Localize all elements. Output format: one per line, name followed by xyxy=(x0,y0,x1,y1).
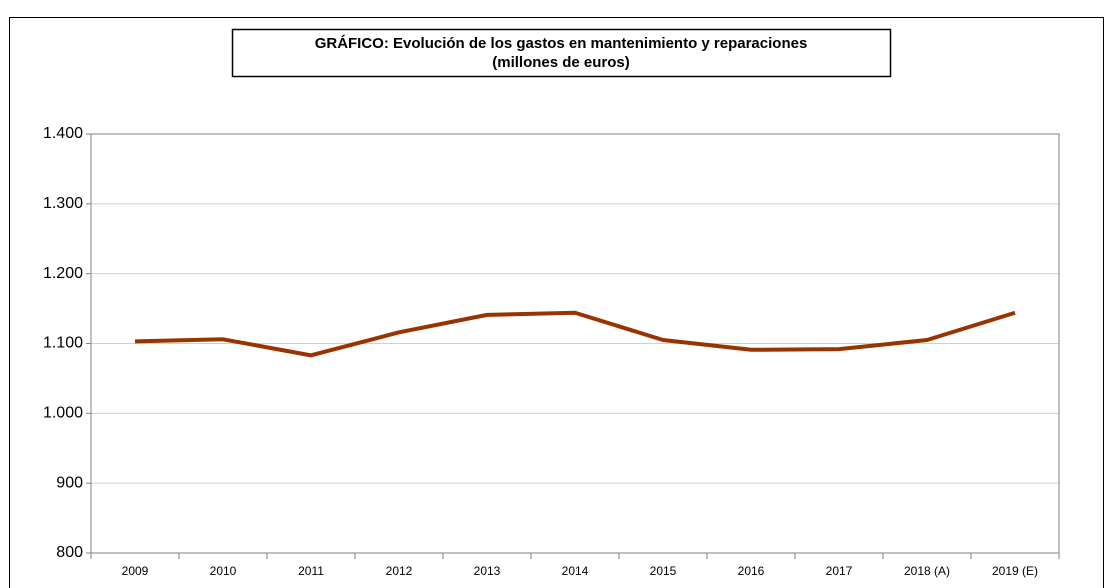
chart-title: GRÁFICO: Evolución de los gastos en mant… xyxy=(315,35,808,52)
y-tick-label: 1.200 xyxy=(43,265,83,282)
plot-area xyxy=(90,133,1060,554)
chart-frame xyxy=(9,17,1104,588)
x-tick-label: 2010 xyxy=(210,564,237,578)
line-series xyxy=(134,310,1016,358)
x-tick-label: 2013 xyxy=(474,564,501,578)
y-tick-label: 1.400 xyxy=(43,125,83,142)
x-tick-label: 2016 xyxy=(738,564,765,578)
y-tick-label: 800 xyxy=(56,544,83,561)
y-tick-label: 900 xyxy=(56,474,83,491)
x-tick-label: 2011 xyxy=(298,564,324,578)
x-tick-label: 2019 (E) xyxy=(992,564,1038,578)
x-tick-label: 2017 xyxy=(826,564,853,578)
y-tick-label: 1.000 xyxy=(43,405,83,422)
y-tick-label: 1.100 xyxy=(43,335,83,352)
x-tick-label: 2015 xyxy=(650,564,677,578)
title-box xyxy=(231,28,892,78)
y-tick-label: 1.300 xyxy=(43,195,83,212)
x-tick-label: 2009 xyxy=(122,564,149,578)
x-tick-label: 2018 (A) xyxy=(904,564,950,578)
chart-subtitle: (millones de euros) xyxy=(492,54,630,71)
x-tick-label: 2012 xyxy=(386,564,413,578)
x-tick-label: 2014 xyxy=(562,564,589,578)
